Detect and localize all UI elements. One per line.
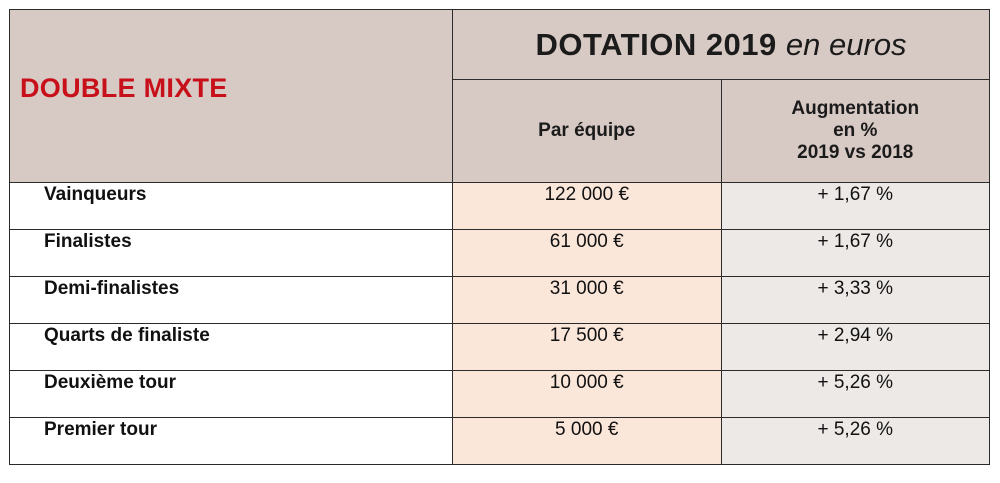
round-label: Premier tour bbox=[9, 417, 453, 465]
dotation-title-text: DOTATION 2019 bbox=[535, 26, 777, 62]
prize-money-table: DOUBLE MIXTE DOTATION 2019 en euros Par … bbox=[9, 9, 990, 465]
category-header-cell: DOUBLE MIXTE bbox=[9, 9, 453, 183]
table-row: Finalistes 61 000 € + 1,67 % bbox=[9, 229, 990, 277]
column-header-increase: Augmentation en % 2019 vs 2018 bbox=[720, 79, 990, 183]
increase-cell: + 1,67 % bbox=[720, 229, 990, 277]
amount-cell: 61 000 € bbox=[452, 229, 722, 277]
round-label: Vainqueurs bbox=[9, 182, 453, 230]
round-label: Finalistes bbox=[9, 229, 453, 277]
amount-cell: 17 500 € bbox=[452, 323, 722, 371]
increase-cell: + 1,67 % bbox=[720, 182, 990, 230]
dotation-unit: en euros bbox=[785, 26, 907, 62]
round-label: Quarts de finaliste bbox=[9, 323, 453, 371]
table-row: Vainqueurs 122 000 € + 1,67 % bbox=[9, 182, 990, 230]
increase-header-line-2: en % bbox=[833, 120, 878, 141]
increase-cell: + 3,33 % bbox=[720, 276, 990, 324]
column-header-per-team: Par équipe bbox=[452, 79, 722, 183]
table-row: Deuxième tour 10 000 € + 5,26 % bbox=[9, 370, 990, 418]
amount-cell: 122 000 € bbox=[452, 182, 722, 230]
amount-cell: 10 000 € bbox=[452, 370, 722, 418]
increase-cell: + 5,26 % bbox=[720, 417, 990, 465]
table-row: Quarts de finaliste 17 500 € + 2,94 % bbox=[9, 323, 990, 371]
round-label: Deuxième tour bbox=[9, 370, 453, 418]
table-row: Premier tour 5 000 € + 5,26 % bbox=[9, 417, 990, 465]
increase-header-line-3: 2019 vs 2018 bbox=[797, 142, 914, 163]
increase-cell: + 2,94 % bbox=[720, 323, 990, 371]
dotation-title: DOTATION 2019 en euros bbox=[535, 27, 906, 62]
amount-cell: 31 000 € bbox=[452, 276, 722, 324]
category-title: DOUBLE MIXTE bbox=[20, 73, 228, 103]
increase-header-line-1: Augmentation bbox=[791, 98, 920, 119]
dotation-header-cell: DOTATION 2019 en euros bbox=[452, 9, 990, 80]
round-label: Demi-finalistes bbox=[9, 276, 453, 324]
increase-cell: + 5,26 % bbox=[720, 370, 990, 418]
amount-cell: 5 000 € bbox=[452, 417, 722, 465]
table-row: Demi-finalistes 31 000 € + 3,33 % bbox=[9, 276, 990, 324]
